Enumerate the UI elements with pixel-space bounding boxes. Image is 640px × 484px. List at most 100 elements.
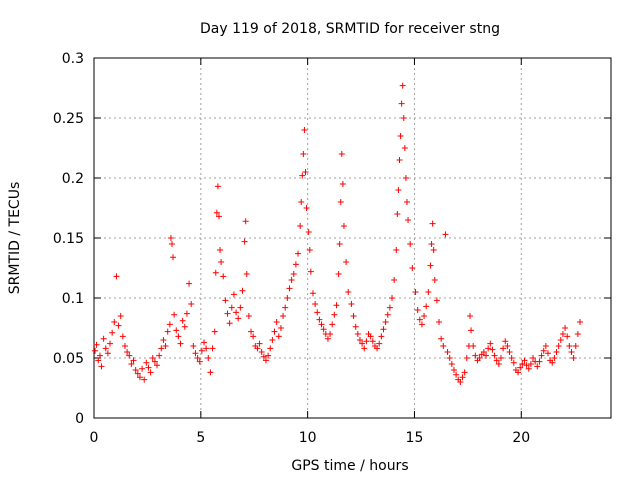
data-point <box>467 313 473 319</box>
data-point <box>188 301 195 307</box>
data-point <box>400 115 407 121</box>
data-point <box>100 335 107 342</box>
data-point <box>186 280 193 287</box>
data-point <box>301 127 308 133</box>
data-point <box>476 355 483 361</box>
data-point <box>141 376 148 383</box>
data-point <box>164 328 171 335</box>
y-tick-label: 0.05 <box>53 351 84 367</box>
data-point <box>436 319 443 325</box>
data-point <box>143 359 150 366</box>
data-point <box>102 345 109 352</box>
data-point <box>149 355 156 361</box>
x-tick-label: 15 <box>406 430 424 446</box>
data-point <box>433 297 440 304</box>
x-axis-label: GPS time / hours <box>291 458 408 474</box>
data-point <box>302 169 309 175</box>
data-point <box>345 289 352 295</box>
data-point <box>536 358 543 365</box>
data-point <box>534 363 541 370</box>
data-point <box>354 331 361 337</box>
data-point <box>429 220 436 227</box>
data-point <box>562 325 569 331</box>
data-point <box>382 319 389 325</box>
data-point <box>282 304 289 311</box>
data-point <box>568 349 575 355</box>
data-point <box>306 247 313 253</box>
data-point <box>192 350 199 357</box>
data-point <box>399 82 406 89</box>
x-tick-label: 5 <box>196 430 205 446</box>
data-point <box>480 349 487 355</box>
data-point <box>394 211 401 217</box>
data-point <box>220 273 227 280</box>
data-point <box>207 369 214 376</box>
data-point <box>230 291 237 298</box>
data-point <box>570 355 577 361</box>
data-point <box>104 350 111 357</box>
data-point <box>540 347 547 354</box>
data-point <box>542 343 549 349</box>
data-point <box>237 304 244 311</box>
data-point <box>525 365 532 372</box>
data-point <box>495 361 502 367</box>
data-point <box>448 361 455 367</box>
data-point <box>271 328 278 335</box>
gridlines <box>94 58 611 418</box>
data-point <box>233 309 240 316</box>
data-point <box>179 317 186 324</box>
data-point <box>156 352 163 359</box>
data-point <box>239 287 246 294</box>
y-tick-label: 0.15 <box>53 231 84 247</box>
data-point <box>300 151 307 157</box>
data-point <box>98 363 105 370</box>
data-point <box>472 352 479 359</box>
data-point <box>515 369 522 376</box>
data-point <box>119 333 126 340</box>
data-point <box>343 259 350 265</box>
data-point <box>243 271 250 277</box>
data-point <box>175 333 182 340</box>
data-point <box>483 352 490 359</box>
data-point <box>218 259 225 265</box>
data-point <box>356 337 363 343</box>
data-point <box>297 223 304 229</box>
data-point <box>359 340 366 347</box>
data-point <box>162 343 169 349</box>
data-point <box>440 343 447 349</box>
data-point <box>418 321 425 328</box>
data-point <box>510 359 517 366</box>
data-point <box>254 345 261 352</box>
data-point <box>527 361 534 367</box>
data-point <box>183 310 190 317</box>
data-point <box>553 349 560 355</box>
data-point <box>320 326 327 333</box>
data-point <box>136 374 143 381</box>
data-point <box>517 364 524 371</box>
data-point <box>107 340 114 347</box>
data-point <box>316 316 323 323</box>
data-point <box>442 231 449 238</box>
data-point <box>361 345 368 352</box>
data-point <box>222 297 229 304</box>
data-point <box>324 335 331 342</box>
y-tick-label: 0.1 <box>62 291 84 307</box>
data-point <box>333 302 340 309</box>
data-point <box>181 323 188 330</box>
data-point <box>453 371 460 378</box>
data-point <box>398 100 405 107</box>
y-tick-label: 0.2 <box>62 171 84 187</box>
data-point <box>331 311 338 318</box>
data-point <box>167 235 174 241</box>
data-point <box>367 333 374 340</box>
data-point <box>115 322 122 329</box>
data-point <box>211 328 218 335</box>
data-point <box>461 369 468 376</box>
x-tick-label: 0 <box>90 430 99 446</box>
data-point <box>336 241 343 247</box>
data-point <box>303 205 310 211</box>
data-point <box>338 151 345 157</box>
data-point <box>519 361 526 367</box>
data-point <box>166 321 173 328</box>
